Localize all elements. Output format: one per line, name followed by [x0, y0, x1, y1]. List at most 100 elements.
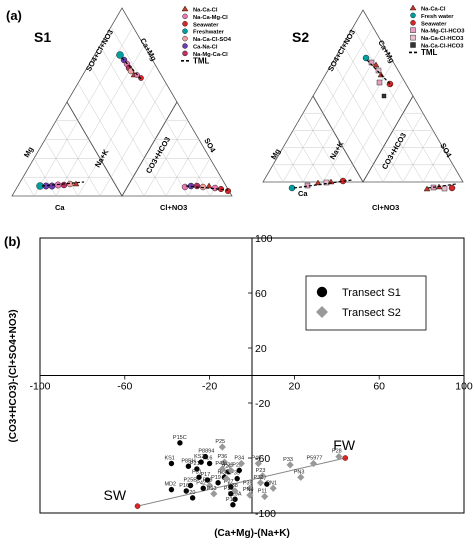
- x-tick-label: 60: [373, 381, 385, 393]
- legend-label: Na-Ca-Cl-SO4: [193, 37, 232, 43]
- data-point-label: P41: [215, 461, 225, 467]
- panel-a-label: (a): [6, 8, 22, 23]
- data-point: [230, 502, 236, 508]
- data-point-label: P23: [256, 468, 266, 474]
- data-point: [168, 460, 175, 467]
- x-tick-label: -100: [29, 381, 50, 393]
- data-point: [222, 475, 231, 483]
- data-point-label: P5977: [306, 456, 322, 462]
- data-point: [206, 481, 214, 490]
- piper-s2-axis-ca: Ca: [298, 189, 308, 198]
- data-point: [236, 467, 242, 474]
- legend-marker-circle: [182, 28, 188, 34]
- legend-box: [305, 275, 427, 331]
- data-point-label: P25: [215, 439, 225, 445]
- data-point-label: P40: [251, 456, 261, 462]
- seawater-label: SW: [104, 487, 127, 503]
- data-point: [210, 490, 218, 498]
- data-point: [227, 466, 235, 474]
- legend-item: Na-Ca-Cl-HCO3: [410, 42, 464, 50]
- piper-s1-axis-ca: Ca: [55, 203, 65, 212]
- legend-marker-triangle: [409, 4, 417, 11]
- legend-label: Na-Mg-Ca-Cl: [193, 52, 228, 58]
- legend-marker-square: [410, 34, 416, 41]
- legend-label: Seawater: [193, 22, 219, 28]
- data-point: [177, 440, 183, 446]
- legend-label: Fresh water: [421, 14, 454, 20]
- data-point-label: P14: [226, 497, 236, 503]
- data-point-label: P18: [203, 478, 213, 484]
- data-point-label: KS1: [164, 456, 174, 462]
- legend-label: Na-Ca-Mg-Cl: [193, 15, 228, 21]
- piper-s1-axis-top-left: SO4+Cl+NO3: [84, 28, 115, 73]
- data-point-label: MD2: [164, 482, 176, 488]
- data-point-label: PN1: [266, 480, 277, 486]
- piper-s2-grid: [272, 27, 454, 183]
- data-point: [196, 474, 202, 480]
- data-point: [218, 465, 226, 473]
- data-point: [202, 453, 209, 460]
- data-point: [264, 481, 270, 487]
- data-point: [215, 480, 221, 486]
- y-tick-label: 60: [255, 288, 267, 300]
- y-tick-label: 100: [255, 233, 273, 245]
- legend-label: Transect S1: [342, 287, 401, 299]
- data-point-label: P11: [258, 489, 267, 495]
- legend-item: Na-Ca-Cl-SO4: [182, 35, 232, 43]
- legend-item: Fresh water: [410, 12, 454, 20]
- legend-label: TML: [193, 56, 210, 65]
- data-point-label: P37: [220, 471, 230, 477]
- data-point: [237, 459, 245, 468]
- piper-s1-grid: [22, 26, 222, 197]
- freshwater-label: FW: [333, 437, 356, 453]
- data-point-label: P35: [230, 471, 240, 477]
- data-point-label: P39: [243, 480, 253, 486]
- panel-b-label: (b): [4, 234, 21, 249]
- piper-s2-cation-triangle: [262, 95, 364, 183]
- piper-s2-axis-mid-right: CO3+HCO3: [380, 131, 408, 171]
- data-point-label: P32: [253, 475, 263, 481]
- data-point: [189, 495, 196, 501]
- y-tick-label: 20: [255, 343, 267, 355]
- data-point: [261, 492, 269, 501]
- data-point-label: P31: [192, 469, 202, 475]
- legend-label: Seawater: [421, 21, 447, 27]
- data-point: [185, 463, 192, 469]
- data-point-label: P16B: [179, 483, 193, 489]
- x-axis-label: (Ca+Mg)-(Na+K): [214, 528, 290, 539]
- data-point: [200, 485, 206, 491]
- plot-legend: Transect S1 Transect S2: [305, 275, 427, 331]
- legend-item: Na-Ca-Cl: [181, 5, 218, 14]
- data-point: [187, 482, 194, 489]
- legend-item: Seawater: [410, 20, 447, 27]
- legend-marker-circle: [182, 50, 188, 57]
- piper-s2-axis-clno3: Cl+NO3: [372, 203, 399, 212]
- data-point: [232, 496, 238, 502]
- data-point-label: P15C: [173, 435, 187, 441]
- legend-item: Na-Ca-Mg-Cl: [182, 13, 228, 21]
- piper-s1-legend: Na-Ca-ClNa-Ca-Mg-ClSeawaterFreshwaterNa-…: [181, 5, 232, 65]
- piper-s1-title: S1: [34, 29, 51, 45]
- data-point-label: P28: [332, 449, 342, 455]
- legend-item: Na-Mg-Cl-HCO3: [410, 27, 465, 35]
- legend-marker-square: [410, 27, 416, 33]
- data-point: [246, 491, 254, 499]
- data-point-label: P20: [186, 490, 196, 496]
- data-point: [256, 479, 265, 487]
- data-point-label: P21: [190, 461, 200, 467]
- data-point: [234, 475, 240, 482]
- data-point-label: P13: [207, 486, 217, 492]
- y-axis-label: (CO3+HCO3)-(Cl+SO4+NO3): [8, 309, 19, 442]
- legend-marker-circle: [182, 21, 188, 27]
- seawater-endmember: [134, 503, 141, 509]
- legend-marker-diamond: [316, 306, 328, 318]
- data-point-label: P8894: [198, 449, 214, 455]
- data-point-label: P25B: [184, 478, 198, 484]
- data-point: [183, 488, 189, 494]
- legend-label: Na-Ca-Cl: [421, 7, 446, 13]
- data-point-label: P22: [232, 462, 242, 468]
- data-point: [206, 460, 213, 467]
